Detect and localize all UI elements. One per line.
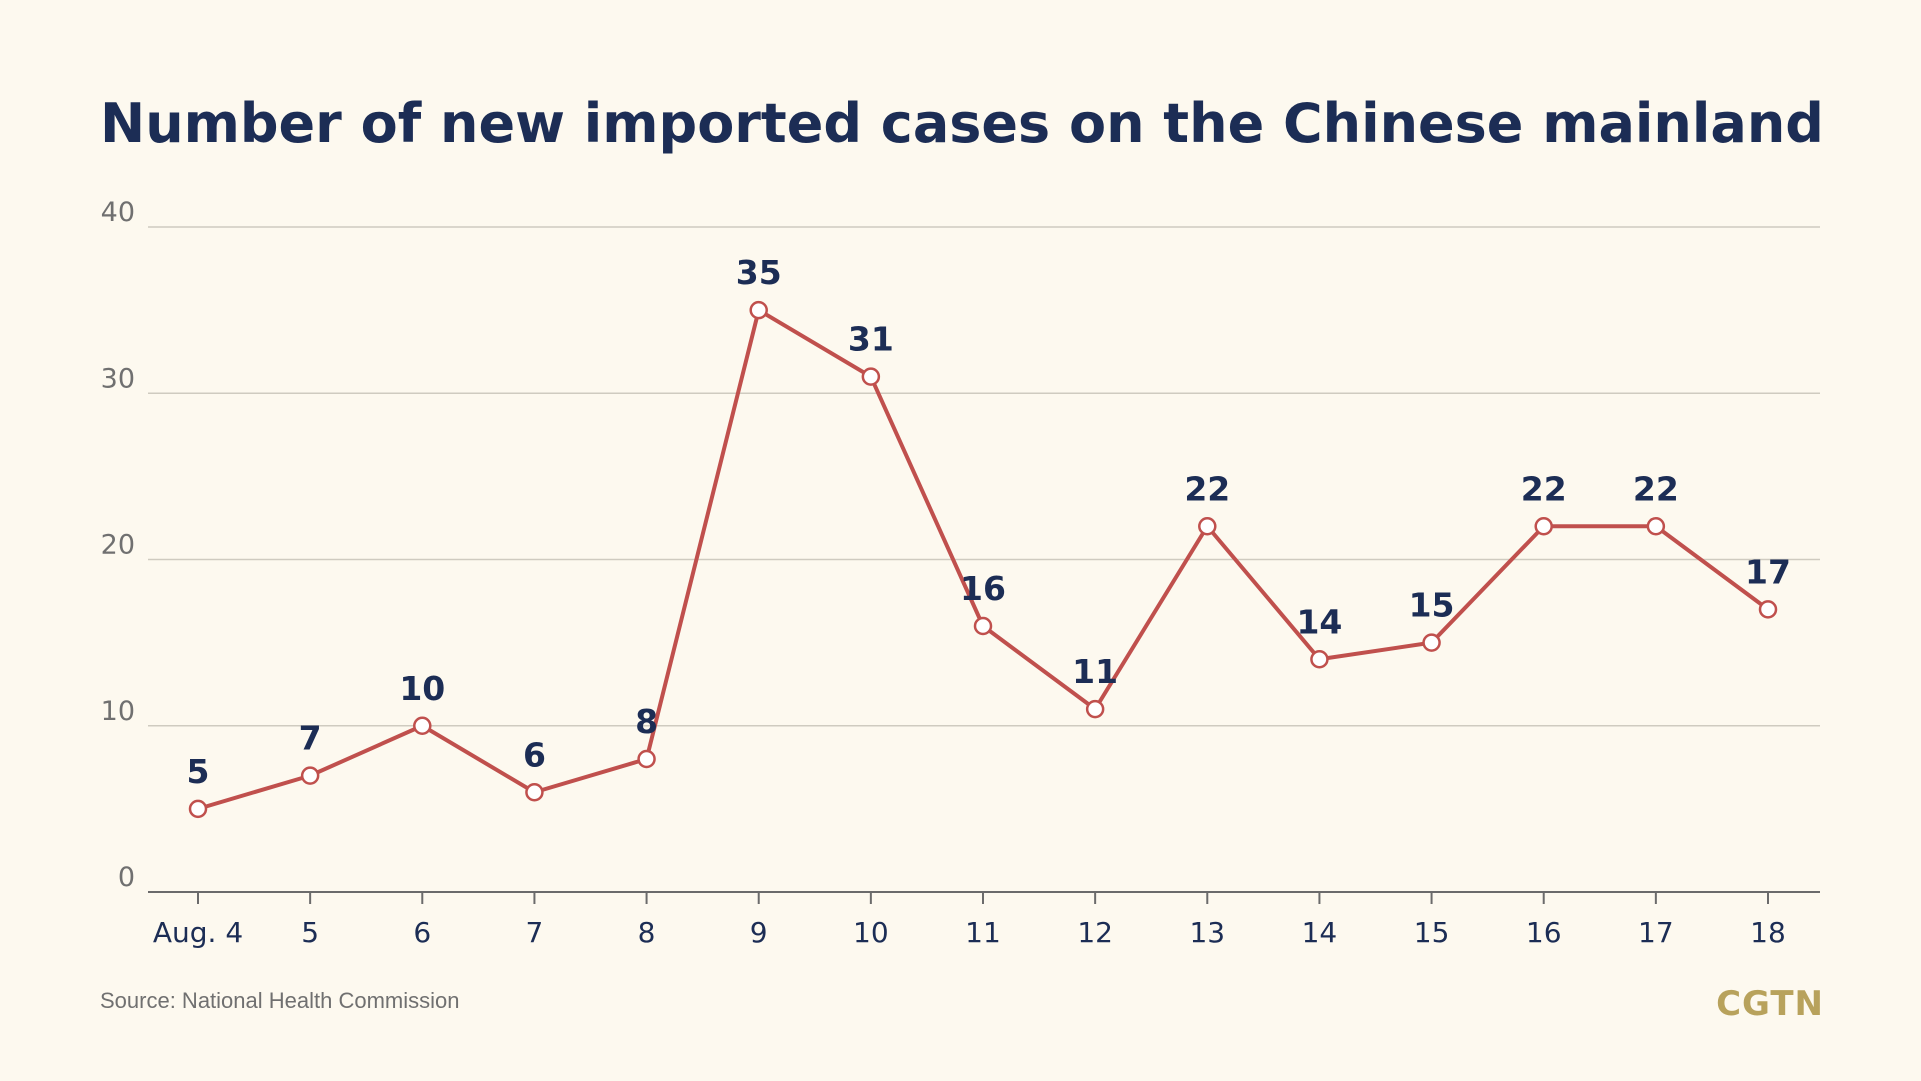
data-point [1534, 517, 1553, 536]
data-label: 6 [523, 735, 546, 774]
data-label: 5 [187, 752, 210, 791]
y-tick-label: 30 [101, 363, 135, 394]
x-tick-label: 5 [301, 916, 319, 949]
source-note: Source: National Health Commission [100, 988, 460, 1013]
data-label: 7 [299, 719, 322, 758]
data-label: 35 [736, 253, 782, 292]
x-tick-label: 9 [750, 916, 768, 949]
data-point [1310, 650, 1329, 669]
data-point [1198, 517, 1217, 536]
y-tick-label: 10 [101, 696, 135, 727]
data-label: 22 [1184, 469, 1230, 508]
x-tick-label: 12 [1077, 916, 1113, 949]
cgtn-logo: CGTN [1716, 984, 1824, 1024]
data-point [861, 367, 881, 386]
data-label: 22 [1521, 469, 1567, 508]
x-tick-label: 11 [965, 916, 1001, 949]
data-point [1422, 633, 1441, 652]
data-point [525, 783, 544, 802]
x-axis-ticks: Aug. 4 5 6 7 8 9 10 11 12 13 14 15 16 17 18 [153, 892, 1786, 949]
y-axis-ticks: 0 10 20 30 40 [101, 197, 135, 893]
data-point [413, 716, 432, 735]
data-label: 8 [635, 702, 658, 741]
data-label: 16 [960, 569, 1006, 608]
x-tick-label: 8 [638, 916, 656, 949]
data-label: 31 [848, 320, 894, 359]
data-point [749, 300, 768, 320]
x-tick-label: 16 [1526, 916, 1562, 949]
data-label: 10 [399, 669, 445, 708]
data-labels: 5 7 10 6 8 35 31 16 11 22 14 15 22 22 17 [187, 253, 1791, 791]
chart-title: Number of new imported cases on the Chin… [100, 92, 1824, 155]
data-label: 14 [1296, 602, 1342, 641]
data-point [188, 799, 208, 819]
y-tick-label: 20 [101, 530, 135, 561]
data-label: 17 [1745, 552, 1791, 591]
data-label: 11 [1072, 652, 1118, 691]
data-label: 22 [1633, 469, 1679, 508]
x-tick-label: 17 [1638, 916, 1674, 949]
x-tick-label: 18 [1750, 916, 1786, 949]
data-point [637, 749, 656, 769]
x-tick-label: 13 [1189, 916, 1225, 949]
x-tick-label: 7 [526, 916, 544, 949]
data-point [973, 616, 993, 636]
x-tick-label: Aug. 4 [153, 916, 243, 949]
y-tick-label: 0 [118, 862, 135, 893]
data-point [300, 766, 320, 785]
x-tick-label: 15 [1414, 916, 1450, 949]
data-label: 15 [1409, 586, 1455, 625]
y-tick-label: 40 [101, 197, 135, 228]
data-points [188, 300, 1778, 819]
x-tick-label: 14 [1302, 916, 1338, 949]
x-tick-label: 6 [413, 916, 431, 949]
data-point [1085, 699, 1105, 719]
x-tick-label: 10 [853, 916, 889, 949]
data-point [1758, 600, 1778, 619]
data-point [1646, 517, 1666, 536]
gridlines [148, 226, 1820, 727]
